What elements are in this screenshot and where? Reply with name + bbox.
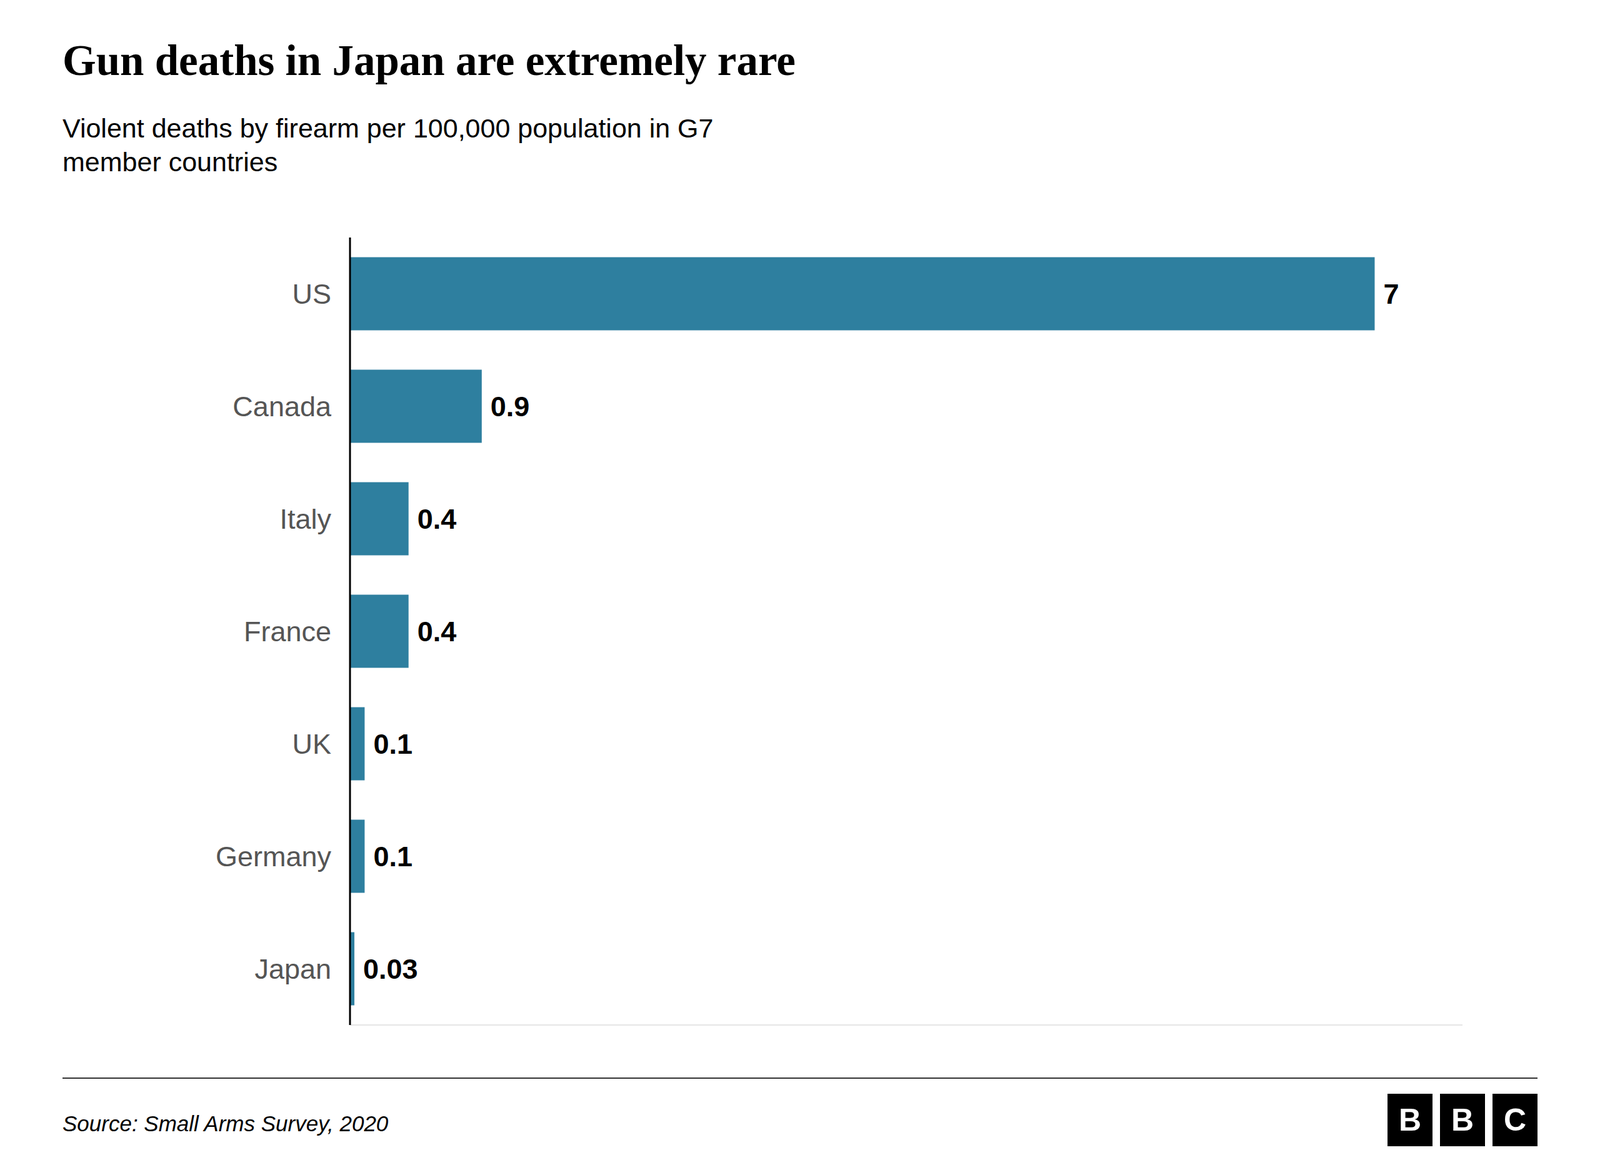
bar <box>350 820 365 894</box>
data-label: 0.9 <box>490 390 530 423</box>
bar <box>350 707 365 781</box>
data-label: 0.4 <box>417 503 457 535</box>
x-axis-line <box>350 1025 1463 1026</box>
logo-box <box>1440 1093 1485 1147</box>
category-label: Germany <box>215 840 332 873</box>
bar <box>350 370 482 444</box>
category-label: Canada <box>232 390 332 423</box>
source: Source: Small Arms Survey, 2020 <box>62 1111 389 1136</box>
category-label: Italy <box>279 503 332 535</box>
bar <box>350 257 1375 331</box>
chart-svg: Gun deaths in Japan are extremely rare Vi… <box>0 0 1600 1175</box>
labels: US 7 Canada 0.9 Italy 0.4 France 0.4 UK 0.1 German… <box>215 278 1400 985</box>
subtitle-line: member countries <box>62 146 278 177</box>
category-label: Japan <box>254 953 332 985</box>
logo: BBC <box>1387 1093 1538 1147</box>
data-label: 0.1 <box>373 840 413 873</box>
category-label: France <box>243 615 332 648</box>
data-label: 0.4 <box>417 615 457 648</box>
background <box>0 0 1600 1175</box>
subtitle-line: Violent deaths by firearm per 100,000 po… <box>62 113 714 144</box>
logo-box <box>1387 1093 1433 1147</box>
data-label: 0.1 <box>373 728 413 760</box>
subtitle: Violent deaths by firearm per 100,000 po… <box>62 113 714 177</box>
separator <box>62 1077 1538 1079</box>
data-label: 0.03 <box>363 953 419 985</box>
logo-text: BBC <box>1398 1102 1527 1138</box>
bar <box>350 595 409 669</box>
logo-box <box>1492 1093 1538 1147</box>
bars <box>350 257 1375 1006</box>
chart-container: Gun deaths in Japan are extremely rare Vi… <box>0 0 1600 1175</box>
bar <box>350 482 409 556</box>
category-label: UK <box>291 728 332 760</box>
y-axis-line <box>349 237 352 1025</box>
logo-letter: B <box>1451 1102 1474 1138</box>
data-label: 7 <box>1383 278 1399 310</box>
title: Gun deaths in Japan are extremely rare <box>62 36 796 85</box>
category-label: US <box>291 278 332 310</box>
logo-letter: B <box>1398 1102 1422 1138</box>
logo-letter: C <box>1503 1102 1527 1138</box>
